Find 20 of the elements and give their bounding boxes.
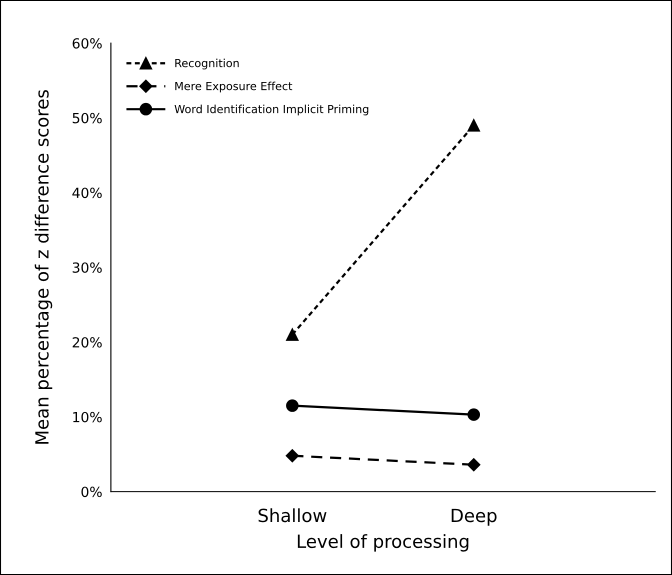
y-tick-label: 40% <box>72 188 102 198</box>
legend-label: Word Identification Implicit Priming <box>174 104 368 116</box>
x-axis-title: Level of processing <box>298 534 468 552</box>
y-tick-label: 60% <box>72 38 102 49</box>
legend-label: Mere Exposure Effect <box>175 82 292 92</box>
y-tick-label: 0% <box>81 486 102 498</box>
legend-label: Recognition <box>175 58 239 70</box>
y-tick-label: 10% <box>73 412 102 422</box>
x-tick-label: Shallow <box>258 508 326 522</box>
y-tick-label: 20% <box>72 337 102 348</box>
point <box>468 119 480 132</box>
point <box>467 458 480 472</box>
point <box>468 408 480 421</box>
point <box>286 399 299 412</box>
point <box>286 449 299 462</box>
x-tick-label: Deep <box>452 508 497 526</box>
y-tick-label: 30% <box>72 262 102 273</box>
y-tick-label: 50% <box>72 112 102 124</box>
y-axis-title: Mean percentage of z difference scores <box>34 90 52 444</box>
point <box>286 328 299 341</box>
